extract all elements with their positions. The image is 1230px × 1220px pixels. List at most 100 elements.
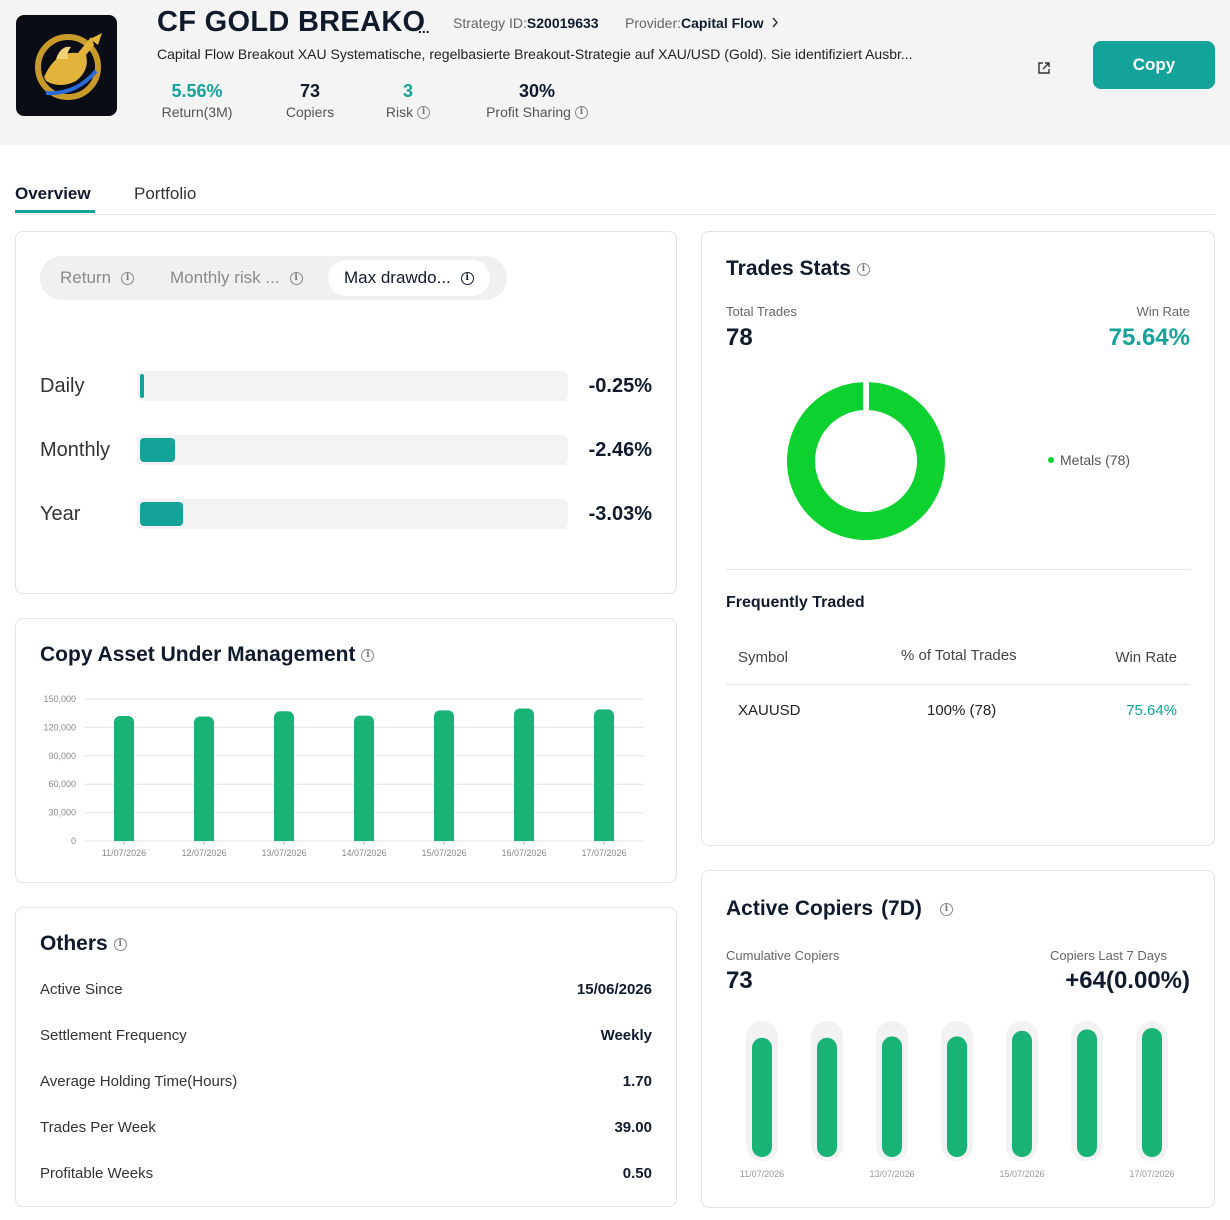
stat-profit-sharing-value: 30%	[518, 81, 556, 101]
provider-link[interactable]: Provider:Capital Flow	[625, 15, 779, 31]
copiers-bar[interactable]	[1077, 1029, 1097, 1157]
trades-stats-card: Trades Stats i Total Trades 78 Win Rate 7…	[701, 231, 1215, 846]
win-rate-label: Win Rate	[1136, 304, 1190, 319]
x-tick-label: 12/07/2026	[181, 848, 226, 858]
trades-title: Trades Stats	[726, 257, 851, 280]
drawdown-row-year: Year -3.03%	[40, 499, 652, 529]
provider-label: Provider:	[625, 15, 682, 31]
x-tick-label: 14/07/2026	[341, 848, 386, 858]
info-icon[interactable]: i	[361, 648, 375, 662]
others-key: Profitable Weeks	[40, 1165, 154, 1182]
aum-bar-base	[114, 833, 134, 841]
aum-bar[interactable]	[114, 716, 134, 841]
others-card: Others i Active Since 15/06/2026 Settlemen…	[15, 907, 677, 1207]
drawdown-fill	[140, 438, 175, 462]
copiers-bar[interactable]	[882, 1036, 902, 1157]
others-value: 39.00	[614, 1119, 652, 1136]
win-rate-value: 75.64%	[1108, 324, 1190, 351]
legend-dot-icon	[1048, 457, 1054, 463]
copiers-bar[interactable]	[1012, 1030, 1032, 1157]
info-icon[interactable]: i	[574, 105, 588, 119]
drawdown-label: Daily	[40, 375, 85, 397]
info-icon[interactable]: i	[417, 105, 431, 119]
x-tick-label: 11/07/2026	[740, 1169, 784, 1179]
aum-bar[interactable]	[194, 716, 214, 841]
info-icon[interactable]: i	[856, 262, 870, 276]
aum-bar[interactable]	[354, 715, 374, 841]
stat-copiers-label: Copiers	[285, 104, 335, 120]
info-icon[interactable]: i	[939, 902, 953, 916]
title-ellipsis: ...	[418, 20, 430, 36]
stat-risk: 3 Risk i	[380, 81, 436, 120]
drawdown-label: Monthly	[40, 439, 111, 461]
info-icon[interactable]: i	[289, 271, 303, 285]
drawdown-fill	[140, 374, 144, 398]
others-key: Settlement Frequency	[40, 1027, 187, 1044]
drawdown-track	[137, 435, 568, 465]
tab-bar: Overview Portfolio	[15, 170, 1215, 215]
aum-card: Copy Asset Under Management i 150,000 120,…	[15, 618, 677, 883]
strategy-title: CF GOLD BREAKO	[157, 6, 426, 38]
copy-button[interactable]: Copy	[1093, 41, 1215, 89]
divider	[726, 684, 1190, 685]
y-tick-label: 90,000	[48, 751, 76, 761]
info-icon[interactable]: i	[121, 271, 135, 285]
copiers-title-wrap: Active Copiers (7D) i	[726, 897, 953, 921]
x-tick-label: 11/07/2026	[102, 848, 146, 858]
copiers-chart: 11/07/2026 13/07/2026 15/07/2026 17/07/2026	[740, 1021, 1175, 1179]
tab-portfolio[interactable]: Portfolio	[134, 184, 197, 203]
aum-title-wrap: Copy Asset Under Management i	[40, 643, 375, 667]
x-tick-label: 15/07/2026	[421, 848, 466, 858]
copiers-bar[interactable]	[752, 1037, 772, 1157]
y-tick-label: 60,000	[48, 779, 76, 789]
divider	[726, 569, 1190, 570]
copiers-bar[interactable]	[947, 1036, 967, 1157]
external-link-icon[interactable]	[1037, 61, 1051, 75]
copiers-bar[interactable]	[1142, 1028, 1162, 1157]
frequently-traded-title: Frequently Traded	[726, 594, 865, 611]
drawdown-fill	[140, 502, 183, 526]
strategy-id-value: S20019633	[526, 15, 599, 31]
segment-max-drawdown[interactable]: Max drawdo... i	[328, 260, 490, 296]
tab-overview[interactable]: Overview	[15, 184, 91, 203]
total-trades-value: 78	[726, 324, 753, 351]
segment-return[interactable]: Return i	[60, 260, 135, 296]
segment-monthly-risk-label: Monthly risk ...	[170, 268, 280, 287]
aum-bar-base	[594, 833, 614, 841]
col-header-winrate: Win Rate	[1115, 649, 1177, 666]
segment-monthly-risk[interactable]: Monthly risk ... i	[170, 260, 303, 296]
aum-bar[interactable]	[274, 711, 294, 841]
others-key: Average Holding Time(Hours)	[40, 1073, 238, 1090]
col-header-pct: % of Total Trades	[901, 647, 1017, 664]
stat-return-value: 5.56%	[171, 81, 223, 101]
aum-bar[interactable]	[434, 710, 454, 841]
aum-bar-base	[514, 833, 534, 841]
strategy-id-label: Strategy ID:	[453, 15, 527, 31]
drawdown-card: Return i Monthly risk ... i Max drawdo... i…	[15, 231, 677, 594]
bull-logo-icon	[35, 33, 102, 100]
segment-max-drawdown-label: Max drawdo...	[344, 268, 451, 287]
strategy-id: Strategy ID:S20019633	[453, 15, 599, 31]
copiers-last7-label: Copiers Last 7 Days	[1049, 948, 1167, 963]
aum-title: Copy Asset Under Management	[40, 643, 356, 666]
y-tick-label: 30,000	[48, 808, 76, 818]
copiers-last7-value: +64(0.00%)	[1065, 967, 1190, 994]
x-tick-label: 15/07/2026	[999, 1169, 1044, 1179]
copiers-period: (7D)	[881, 897, 922, 920]
aum-bar[interactable]	[514, 708, 534, 841]
drawdown-label: Year	[40, 503, 81, 525]
segment-return-label: Return	[60, 268, 112, 287]
active-tab-indicator	[15, 210, 95, 213]
aum-bar[interactable]	[594, 709, 614, 841]
strategy-avatar	[16, 15, 117, 116]
info-icon[interactable]: i	[113, 937, 127, 951]
drawdown-value: -2.46%	[588, 439, 652, 461]
drawdown-track	[137, 499, 568, 529]
total-trades-label: Total Trades	[726, 304, 797, 319]
cumulative-copiers-value: 73	[726, 967, 753, 994]
copiers-bar[interactable]	[817, 1037, 837, 1157]
others-title: Others	[40, 932, 108, 955]
aum-bar-base	[194, 833, 214, 841]
x-tick-label: 16/07/2026	[501, 848, 546, 858]
info-icon[interactable]: i	[460, 271, 474, 285]
